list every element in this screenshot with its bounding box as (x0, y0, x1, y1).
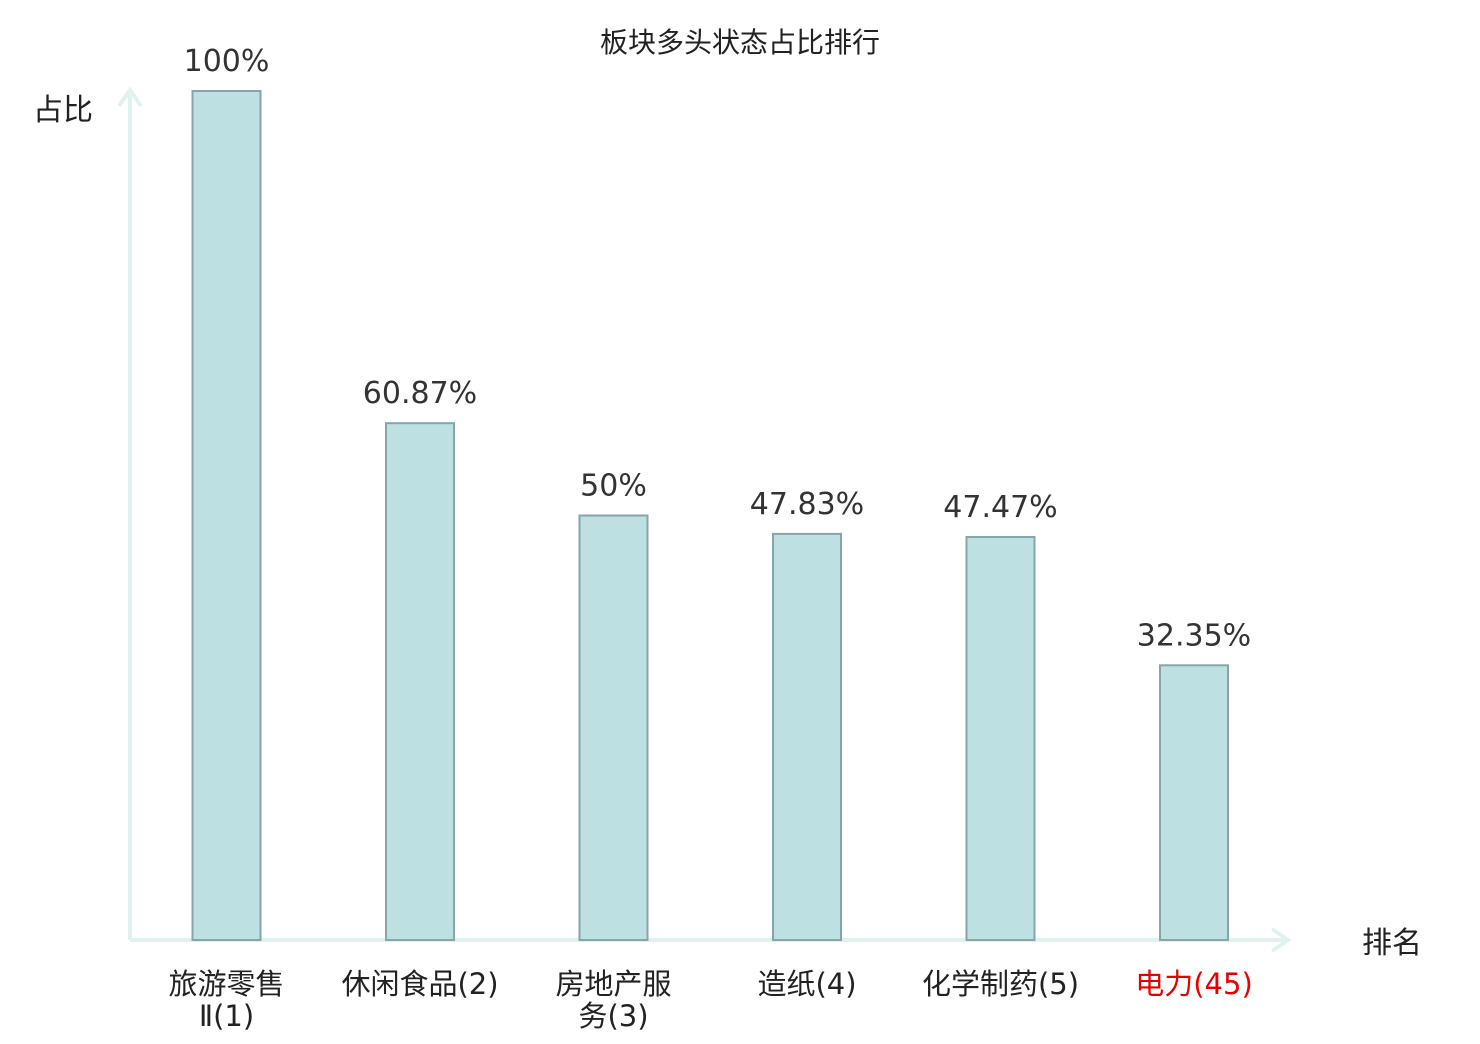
category-label-2: 休闲食品(2) (341, 967, 498, 1001)
bar-1 (191, 90, 262, 941)
bar-3 (578, 514, 649, 941)
category-label-6: 电力(45) (1135, 967, 1253, 1001)
y-axis-arrow-icon (117, 86, 143, 108)
category-label-1: 旅游零售 Ⅱ(1) (168, 967, 284, 1033)
data-label-3: 50% (580, 469, 647, 504)
category-label-3: 房地产服务(3) (555, 967, 671, 1033)
chart-title: 板块多头状态占比排行 (600, 26, 880, 59)
data-label-6: 32.35% (1137, 618, 1251, 653)
x-axis-arrow-icon (1270, 927, 1292, 953)
data-label-1: 100% (184, 44, 270, 79)
y-axis-label: 占比 (33, 93, 93, 128)
data-label-4: 47.83% (750, 487, 864, 522)
category-label-5: 化学制药(5) (922, 967, 1079, 1001)
bars-group (191, 90, 1229, 942)
x-axis-label: 排名 (1362, 926, 1422, 961)
axes (117, 86, 1292, 953)
data-label-2: 60.87% (363, 376, 477, 411)
value-labels-group: 100% 60.87% 50% 47.83% 47.47% 32.35% (184, 44, 1252, 653)
bar-2 (385, 422, 455, 941)
bar-6 (1159, 664, 1229, 941)
bar-4 (772, 532, 842, 942)
category-labels-group: 旅游零售 Ⅱ(1) 休闲食品(2) 房地产服务(3) 造纸(4) 化学制药(5) 电力(45… (168, 967, 1252, 1033)
data-label-5: 47.47% (943, 490, 1057, 525)
bar-5 (965, 536, 1036, 941)
category-label-4: 造纸(4) (757, 967, 856, 1001)
